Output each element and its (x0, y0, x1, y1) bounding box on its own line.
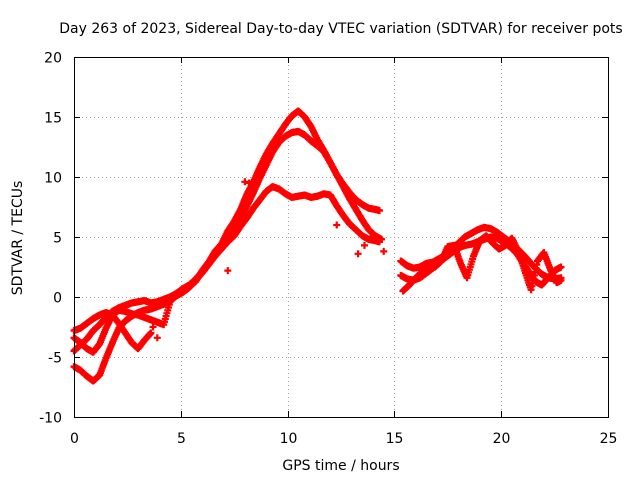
y-tick-label: -5 (48, 351, 62, 367)
data-point (557, 263, 565, 271)
x-tick-label: 25 (600, 431, 618, 447)
data-point (354, 250, 362, 258)
tick-labels: 0 5 10 15 20 25 -10 -5 0 5 10 15 20 (39, 51, 617, 448)
grid (74, 57, 608, 417)
y-tick-label: 0 (53, 291, 62, 307)
data-point (254, 171, 262, 179)
x-tick-label: 5 (177, 431, 186, 447)
data-point (557, 276, 565, 284)
y-tick-label: 20 (44, 51, 62, 67)
data-points (70, 107, 565, 385)
series-track-7 (399, 232, 565, 295)
series-track-2 (70, 127, 386, 385)
data-point (153, 334, 161, 342)
x-tick-label: 10 (280, 431, 298, 447)
data-point (360, 241, 368, 249)
x-tick-label: 0 (70, 431, 79, 447)
y-tick-label: 15 (44, 111, 62, 127)
series-track-4 (70, 309, 155, 353)
plot-frame (74, 57, 609, 418)
data-point (224, 267, 232, 275)
data-point (241, 178, 249, 186)
y-tick-label: -10 (39, 411, 62, 427)
data-point (369, 232, 377, 240)
data-point (149, 323, 157, 331)
series-isolated (149, 171, 388, 342)
x-tick-label: 20 (493, 431, 511, 447)
data-point (375, 207, 383, 215)
x-axis-label: GPS time / hours (282, 458, 399, 474)
data-point (245, 179, 253, 187)
y-tick-label: 5 (53, 231, 62, 247)
data-point (375, 238, 383, 246)
chart-title: Day 263 of 2023, Sidereal Day-to-day VTE… (59, 21, 622, 37)
data-point (147, 329, 155, 337)
data-point (380, 247, 388, 255)
y-axis-label: SDTVAR / TECUs (10, 181, 26, 296)
x-tick-label: 15 (386, 431, 404, 447)
y-tick-label: 10 (44, 171, 62, 187)
data-point (333, 221, 341, 229)
